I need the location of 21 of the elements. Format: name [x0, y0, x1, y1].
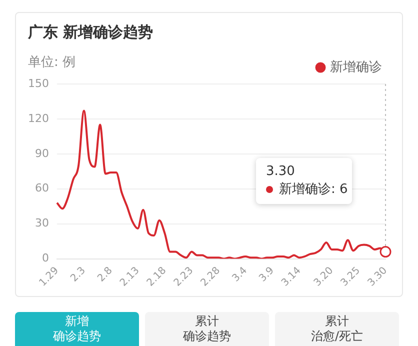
- annotation: 3.30 新增确诊: 6: [266, 163, 348, 197]
- y-tick-label: 150: [28, 76, 49, 90]
- chart-title: 广东 新增确诊趋势: [28, 23, 154, 42]
- x-tick-label: 2.8: [96, 265, 115, 284]
- y-tick-label: 90: [34, 146, 49, 160]
- x-tick-label: 3.9: [257, 265, 276, 284]
- x-tick-label: 2.3: [68, 265, 88, 284]
- chart-subtitle: 单位: 例: [28, 54, 76, 71]
- legend-label: 新增确诊: [330, 60, 382, 75]
- y-tick-label: 120: [28, 112, 49, 125]
- tooltip: 3.30 新增确诊: 6: [256, 158, 352, 204]
- text: 确诊趋势: [182, 329, 232, 344]
- text: 累计: [194, 314, 220, 329]
- y-tick-label: 60: [34, 182, 49, 195]
- text: 新增: [64, 314, 90, 329]
- y-tick-label: 0: [42, 252, 49, 265]
- x-tick-label: 3.4: [230, 265, 250, 284]
- y-tick-label: 30: [34, 216, 49, 230]
- text: 确诊趋势: [52, 329, 102, 344]
- text: 累计: [324, 314, 350, 329]
- text: 治愈/死亡: [310, 329, 364, 344]
